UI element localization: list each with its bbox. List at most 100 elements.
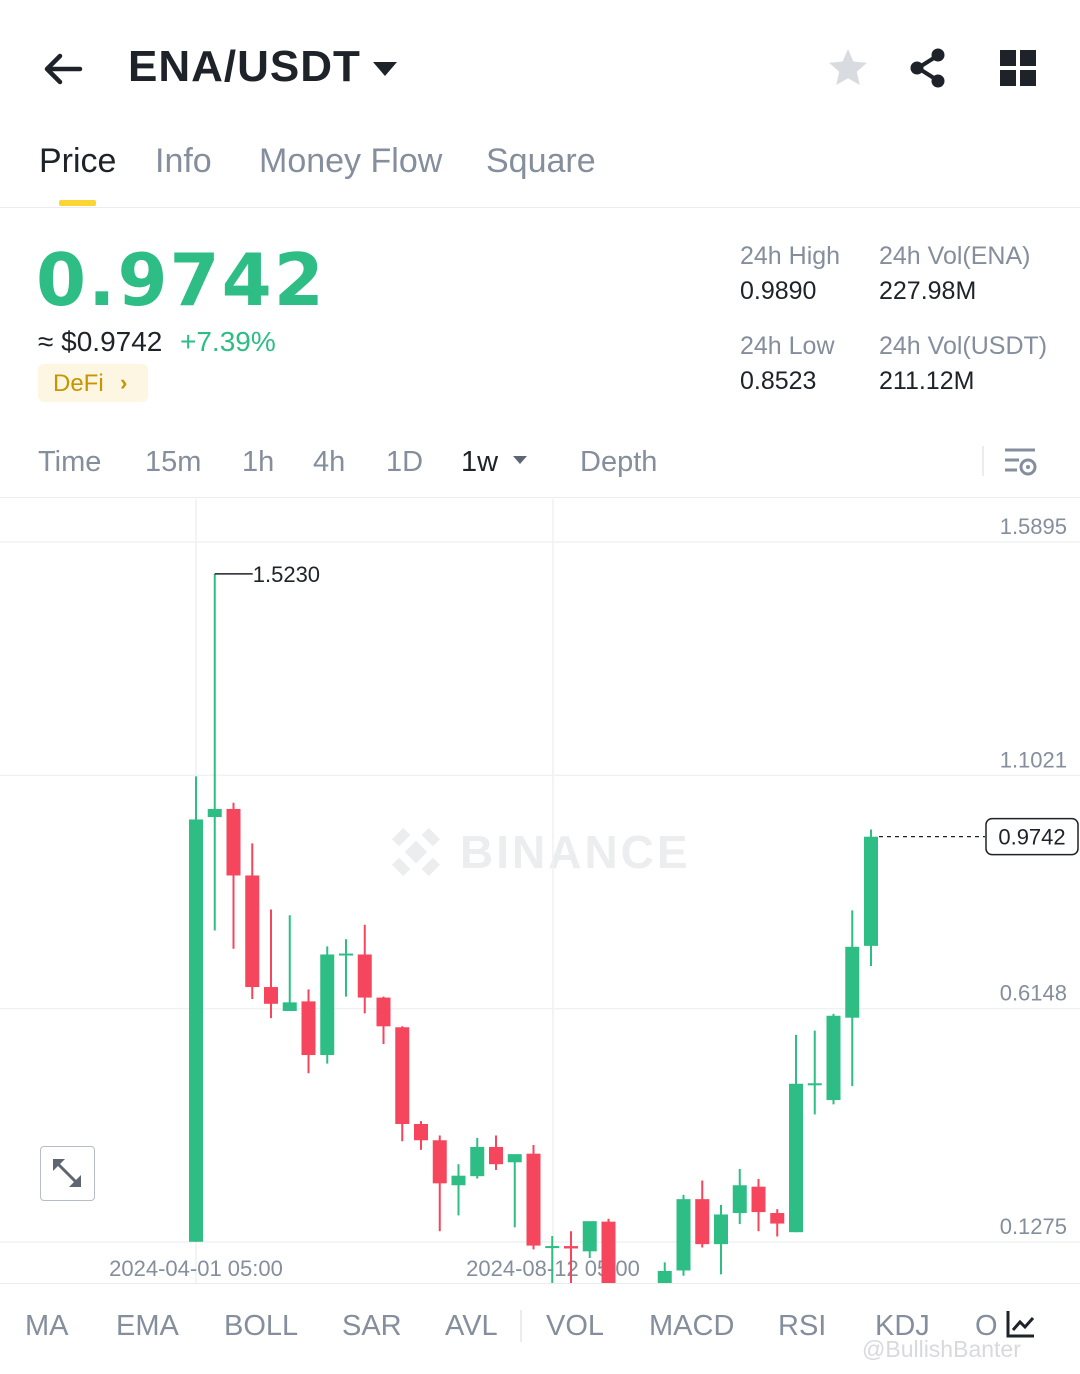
tab-money-flow[interactable]: Money Flow: [259, 142, 443, 180]
candle-body: [826, 1015, 841, 1101]
low-label: 24h Low: [740, 332, 835, 360]
candle-body: [807, 1083, 822, 1086]
tab-price[interactable]: Price: [39, 142, 117, 180]
candle-body: [864, 836, 878, 946]
divider: [520, 1310, 522, 1342]
candle-body: [489, 1146, 503, 1165]
candle-body: [526, 1153, 541, 1246]
high-value: 0.9890: [740, 277, 817, 305]
interval-bar: Time 15m 1h 4h 1D 1w Depth: [0, 430, 1080, 498]
chart-settings-icon[interactable]: [1002, 444, 1038, 480]
caret-down-icon[interactable]: [370, 56, 400, 82]
back-arrow-icon[interactable]: [38, 44, 88, 94]
candle-body: [376, 997, 391, 1027]
interval-15m[interactable]: 15m: [145, 446, 202, 478]
chevron-right-icon: ›: [120, 370, 128, 395]
divider: [982, 446, 984, 476]
indicator-sar[interactable]: SAR: [342, 1310, 402, 1342]
main-tabs: Price Info Money Flow Square: [0, 130, 1080, 208]
interval-time[interactable]: Time: [38, 446, 102, 478]
indicator-avl[interactable]: AVL: [445, 1310, 498, 1342]
caret-down-icon[interactable]: [512, 454, 528, 466]
interval-1h[interactable]: 1h: [242, 446, 275, 478]
candle-body: [264, 987, 278, 1004]
candle-body: [845, 946, 860, 1018]
grid-icon[interactable]: [996, 46, 1040, 90]
binance-watermark: BINANCE: [391, 826, 691, 878]
candle-body: [432, 1140, 447, 1184]
y-tick-label: 0.6148: [1000, 981, 1067, 1006]
credit-watermark: @BullishBanter: [862, 1336, 1021, 1362]
indicator-macd[interactable]: MACD: [649, 1310, 735, 1342]
candle-body: [301, 1001, 316, 1056]
candle-body: [207, 808, 222, 818]
y-tick-label: 0.1275: [1000, 1214, 1067, 1239]
indicator-kdj[interactable]: KDJ: [875, 1310, 930, 1342]
last-price-label: 0.9742: [998, 825, 1065, 850]
max-price-label: 1.5230: [253, 562, 320, 587]
change-percent: +7.39%: [180, 326, 276, 357]
candle-body: [414, 1123, 428, 1141]
top-bar: ENA/USDT: [0, 0, 1080, 130]
candle-body: [695, 1199, 710, 1245]
candle-body: [545, 1246, 560, 1249]
indicator-more[interactable]: O: [975, 1310, 998, 1342]
active-tab-indicator: [59, 200, 96, 206]
interval-1w[interactable]: 1w: [461, 446, 499, 478]
candle-body: [507, 1154, 522, 1163]
candle-body: [339, 953, 353, 956]
indicator-bar: MA EMA BOLL SAR AVL VOL MACD RSI KDJ O @…: [0, 1283, 1080, 1369]
candle-body: [714, 1214, 728, 1245]
candle-body: [189, 819, 203, 1242]
interval-1d[interactable]: 1D: [386, 446, 424, 478]
y-tick-label: 1.5895: [1000, 514, 1067, 539]
candle-body: [395, 1027, 410, 1124]
candle-body: [751, 1186, 766, 1213]
price-chart[interactable]: BINANCE 1.5895 1.1021 0.6148 0.1275 2024-04-…: [0, 499, 1080, 1283]
y-tick-label: 1.1021: [1000, 747, 1067, 772]
candlestick-plot: 1.5895 1.1021 0.6148 0.1275 2024-04-01 05:00…: [0, 499, 1080, 1283]
candle-body: [320, 954, 335, 1056]
share-icon[interactable]: [906, 46, 950, 90]
candle-body: [601, 1221, 616, 1283]
candle-body: [245, 875, 260, 988]
last-price-box: [985, 817, 1079, 856]
expand-chart-button[interactable]: [40, 1146, 95, 1201]
candle-body: [770, 1213, 785, 1224]
candle-body: [676, 1199, 691, 1271]
candle-body: [657, 1270, 672, 1283]
candle-body: [357, 954, 372, 998]
tab-info[interactable]: Info: [155, 142, 212, 180]
indicator-chart-icon[interactable]: [1004, 1308, 1036, 1340]
candle-body: [226, 808, 241, 876]
candle-body: [282, 1002, 297, 1011]
candle-body: [564, 1246, 578, 1249]
interval-4h[interactable]: 4h: [313, 446, 346, 478]
indicator-boll[interactable]: BOLL: [224, 1310, 299, 1342]
indicator-ma[interactable]: MA: [25, 1310, 69, 1342]
interval-depth[interactable]: Depth: [580, 446, 658, 478]
tab-square[interactable]: Square: [486, 142, 596, 180]
indicator-rsi[interactable]: RSI: [778, 1310, 827, 1342]
usd-price: ≈ $0.9742: [38, 326, 163, 357]
high-label: 24h High: [740, 242, 841, 270]
candle-body: [789, 1083, 803, 1233]
indicator-vol[interactable]: VOL: [546, 1310, 605, 1342]
vol-base-value: 227.98M: [879, 277, 977, 305]
vol-base-label: 24h Vol(ENA): [879, 242, 1031, 270]
vol-quote-value: 211.12M: [879, 367, 975, 395]
candle-body: [582, 1221, 597, 1252]
watermark-text: BINANCE: [460, 826, 691, 878]
low-value: 0.8523: [740, 367, 817, 395]
vol-quote-label: 24h Vol(USDT): [879, 332, 1048, 360]
category-tag-label: DeFi: [53, 370, 104, 397]
category-tag[interactable]: DeFi ›: [38, 364, 148, 402]
star-icon[interactable]: [826, 46, 870, 90]
pair-title[interactable]: ENA/USDT: [128, 42, 361, 91]
expand-icon: [52, 1158, 82, 1188]
candle-body: [732, 1185, 747, 1214]
candle-body: [451, 1175, 466, 1186]
candle-body: [470, 1146, 485, 1177]
last-price: 0.9742: [36, 238, 326, 322]
indicator-ema[interactable]: EMA: [116, 1310, 179, 1342]
